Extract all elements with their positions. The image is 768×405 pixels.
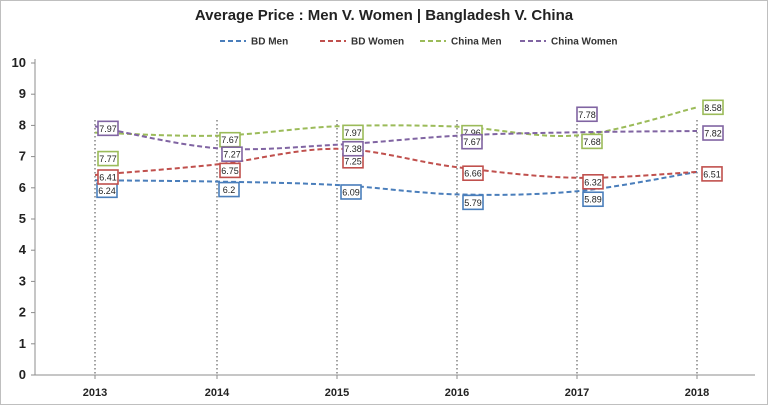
series-line-china-women (94, 125, 698, 151)
y-tick-label-1: 1 (19, 336, 26, 351)
data-label-box (462, 194, 484, 211)
data-label-china-women-2017: 7.78 (578, 110, 596, 120)
data-label-box (462, 165, 484, 182)
data-label-china-women-2014: 7.27 (223, 150, 241, 160)
data-label-box (582, 174, 604, 190)
x-tick-label-2015: 2015 (325, 387, 349, 399)
chart-title: Average Price : Men V. Women | Banglades… (194, 7, 574, 24)
data-label-bd-women-2018: 6.51 (703, 169, 721, 179)
legend-label-bd-women: BD Women (351, 37, 404, 48)
category-guides (94, 120, 698, 375)
x-tick-label-2014: 2014 (205, 387, 230, 399)
legend-label-china-men: China Men (451, 37, 502, 48)
y-tick-label-8: 8 (19, 117, 26, 132)
data-label-bd-women-2016: 6.66 (464, 169, 482, 179)
data-label-china-men-2015: 7.97 (344, 128, 362, 138)
x-tick-label-2016: 2016 (445, 387, 469, 399)
data-labels: 6.24 6.2 6.09 5.79 5.89 6.41 6.75 7.25 6.66 6.32 6… (96, 99, 724, 211)
y-tick-label-2: 2 (19, 305, 26, 320)
x-tick-label-2013: 2013 (83, 387, 107, 399)
series-line-bd-women (94, 147, 698, 179)
legend: BD Men BD Women China Men China Women (220, 37, 617, 48)
data-label-bd-women-2014: 6.75 (221, 166, 239, 176)
y-tick-label-9: 9 (19, 86, 26, 101)
data-label-bd-men-2014: 6.2 (223, 185, 236, 195)
data-label-box (97, 120, 119, 137)
data-label-box (702, 125, 724, 141)
axes: 0 1 2 3 4 5 6 7 8 9 10 2013 2014 2015 2016 2017 2018 (12, 55, 755, 399)
data-label-box (97, 169, 119, 185)
legend-label-china-women: China Women (551, 37, 617, 48)
data-label-china-women-2013: 7.97 (99, 124, 117, 134)
data-label-china-men-2016: 7.96 (463, 128, 481, 138)
data-label-box (581, 133, 603, 150)
data-label-bd-women-2015: 7.25 (344, 156, 362, 166)
y-tick-label-3: 3 (19, 273, 26, 288)
data-label-china-men-2018: 8.58 (704, 103, 722, 113)
legend-label-bd-men: BD Men (251, 37, 288, 48)
data-label-china-women-2015: 7.38 (344, 144, 362, 154)
x-tick-label-2017: 2017 (565, 387, 589, 399)
y-tick-label-6: 6 (19, 180, 26, 195)
data-label-bd-men-2013: 6.24 (98, 186, 116, 196)
data-label-china-men-2013: 7.77 (99, 154, 117, 164)
data-label-box (219, 162, 241, 179)
data-label-china-men-2014: 7.67 (221, 135, 239, 145)
data-label-bd-women-2017: 6.32 (584, 177, 602, 187)
data-label-box (461, 133, 483, 150)
data-label-box (97, 150, 119, 167)
data-label-box (342, 124, 364, 141)
data-label-china-men-2017: 7.68 (583, 137, 601, 147)
data-label-box (702, 99, 724, 116)
data-label-box (221, 146, 243, 162)
data-label-bd-men-2015: 6.09 (342, 187, 360, 197)
series-line-bd-men (94, 170, 698, 196)
data-label-box (701, 166, 723, 182)
data-label-bd-men-2017: 5.89 (584, 195, 602, 205)
series-lines (94, 106, 698, 196)
y-tick-label-4: 4 (19, 242, 27, 257)
y-tick-label-10: 10 (12, 55, 26, 70)
y-tick-label-7: 7 (19, 149, 26, 164)
data-label-box (576, 106, 598, 123)
x-tick-label-2018: 2018 (685, 387, 709, 399)
y-tick-label-5: 5 (19, 211, 26, 226)
data-label-china-women-2016: 7.67 (463, 137, 481, 147)
series-line-china-men (94, 106, 698, 137)
y-tick-label-0: 0 (19, 367, 26, 382)
data-label-box (342, 140, 364, 157)
data-label-bd-men-2016: 5.79 (464, 198, 482, 208)
data-label-box (340, 184, 362, 200)
data-label-box (582, 191, 604, 208)
data-label-box (218, 181, 240, 198)
data-label-bd-women-2013: 6.41 (99, 173, 117, 183)
data-label-china-women-2018: 7.82 (704, 129, 722, 139)
